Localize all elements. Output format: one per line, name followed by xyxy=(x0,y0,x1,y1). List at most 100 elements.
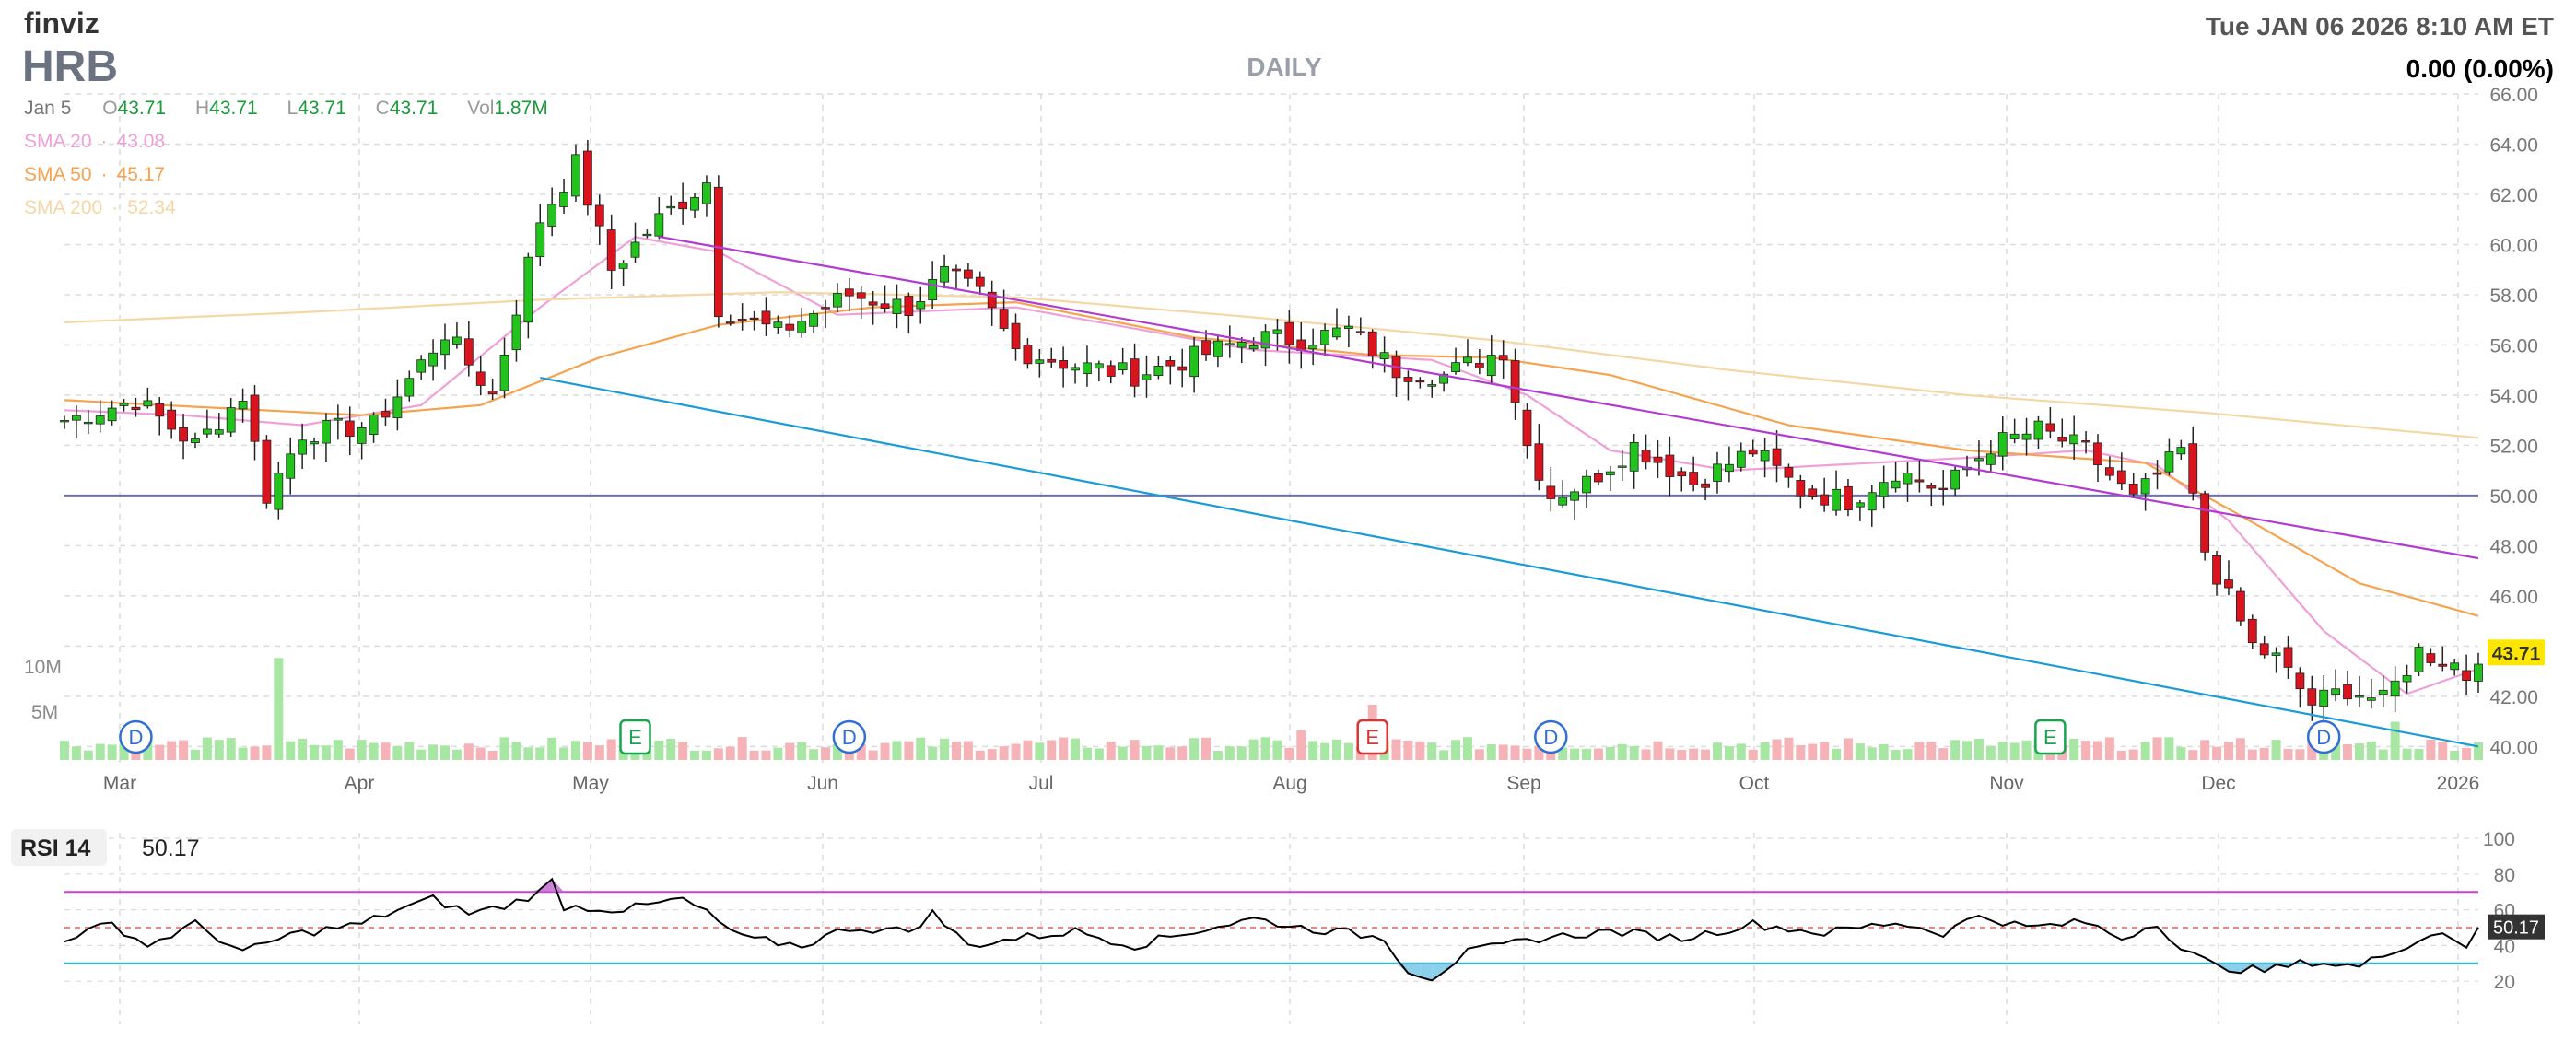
volume-bar xyxy=(2164,737,2174,760)
volume-bar xyxy=(2152,737,2162,760)
volume-bar xyxy=(1486,744,1496,760)
volume-bar xyxy=(1224,746,1235,760)
candle-body xyxy=(2414,647,2424,672)
volume-bar xyxy=(2223,742,2233,760)
volume-bar xyxy=(582,742,592,760)
volume-bar xyxy=(416,749,427,760)
date-tick-label: Oct xyxy=(1739,773,1770,794)
candle-body xyxy=(107,407,117,422)
volume-bars xyxy=(60,658,2483,760)
candle-body xyxy=(1486,355,1496,377)
volume-bar xyxy=(190,749,200,760)
volume-bar xyxy=(940,738,950,760)
candle-body xyxy=(1772,448,1782,466)
candle-body xyxy=(2402,675,2412,683)
trendlines[interactable] xyxy=(540,235,2479,748)
volume-bar xyxy=(797,742,807,760)
volume-bar xyxy=(1331,739,1341,760)
candle-body xyxy=(2069,434,2079,445)
candle-body xyxy=(2355,695,2364,698)
candle-body xyxy=(1272,329,1282,334)
sma200-legend[interactable]: SMA 200 · 52.34 xyxy=(24,197,176,218)
dividend-marker-label: D xyxy=(128,726,143,749)
candle-body xyxy=(2081,440,2090,443)
candle-body xyxy=(690,196,699,211)
candle-body xyxy=(2152,472,2162,475)
datetime-label: Tue JAN 06 2026 8:10 AM ET xyxy=(2206,12,2554,41)
grid-lines xyxy=(64,93,2478,1024)
volume-bar xyxy=(131,750,141,760)
volume-bar xyxy=(904,741,914,760)
volume-bar xyxy=(298,739,308,760)
candle-body xyxy=(1403,377,1413,382)
volume-bar xyxy=(1855,743,1865,760)
volume-bar xyxy=(1926,742,1937,760)
volume-tick-10m: 10M xyxy=(24,657,62,678)
volume-bar xyxy=(2414,749,2424,760)
volume-bar xyxy=(2081,741,2091,760)
candle-body xyxy=(1153,366,1164,376)
finviz-logo[interactable]: finviz xyxy=(24,6,100,40)
candle-body xyxy=(987,291,997,309)
candle-body xyxy=(1498,355,1508,361)
volume-bar xyxy=(119,742,129,760)
candle-body xyxy=(2009,433,2020,439)
volume-bar xyxy=(1260,737,1270,760)
volume-bar xyxy=(1522,748,1532,760)
rsi-oversold-fill xyxy=(2228,963,2241,974)
candle-body xyxy=(1083,362,1092,375)
volume-bar xyxy=(1973,738,1984,760)
rsi-value-badge xyxy=(2488,914,2545,940)
candle-body xyxy=(1582,475,1591,494)
rsi-label: RSI 14 xyxy=(20,836,91,861)
candle-body xyxy=(2105,467,2114,476)
candle-body xyxy=(1701,483,1710,488)
price-tick-label: 54.00 xyxy=(2489,386,2538,407)
dividend-marker-icon xyxy=(1534,719,1568,754)
candle-body xyxy=(1736,450,1746,468)
candle-body xyxy=(1451,362,1460,373)
sma50-legend[interactable]: SMA 50 · 45.17 xyxy=(24,164,165,185)
price-tick-label: 66.00 xyxy=(2489,85,2538,106)
volume-bar xyxy=(143,740,153,760)
candle-body xyxy=(1748,449,1758,455)
candle-body xyxy=(1260,331,1270,349)
volume-bar xyxy=(559,747,569,760)
candle-body xyxy=(2271,652,2281,656)
volume-bar xyxy=(999,746,1009,760)
candle-body xyxy=(1379,352,1389,360)
candle-body xyxy=(1796,480,1806,497)
candle-body xyxy=(2176,447,2186,455)
volume-bar xyxy=(428,744,439,760)
candles[interactable] xyxy=(60,139,2483,724)
candle-body xyxy=(1094,363,1104,369)
sma20-legend[interactable]: SMA 20 · 43.08 xyxy=(24,131,165,152)
candle-body xyxy=(1546,485,1556,499)
volume-bar xyxy=(618,749,628,760)
candle-body xyxy=(1570,491,1580,501)
candle-body xyxy=(844,288,854,297)
trendline-lower xyxy=(540,376,2479,748)
volume-bar xyxy=(1248,739,1259,760)
volume-bar xyxy=(1593,748,1603,760)
volume-bar xyxy=(1570,748,1580,760)
volume-bar xyxy=(499,737,509,760)
earnings-marker-icon xyxy=(2034,719,2067,755)
candle-body xyxy=(2045,423,2055,432)
candle-body xyxy=(2116,470,2126,485)
candle-body xyxy=(214,429,224,435)
rsi-value: 50.17 xyxy=(142,836,200,861)
volume-bar xyxy=(60,741,69,760)
date-tick-label: Jul xyxy=(1029,773,1054,794)
volume-bar xyxy=(1035,742,1045,760)
ticker-symbol: HRB xyxy=(22,42,118,91)
volume-bar xyxy=(202,737,212,760)
date-tick-label: Sep xyxy=(1506,773,1540,794)
volume-bar xyxy=(1439,750,1449,760)
candle-body xyxy=(1974,458,1984,462)
candle-body xyxy=(809,313,819,327)
candle-body xyxy=(1641,450,1651,463)
price-tick-label: 52.00 xyxy=(2489,436,2538,457)
